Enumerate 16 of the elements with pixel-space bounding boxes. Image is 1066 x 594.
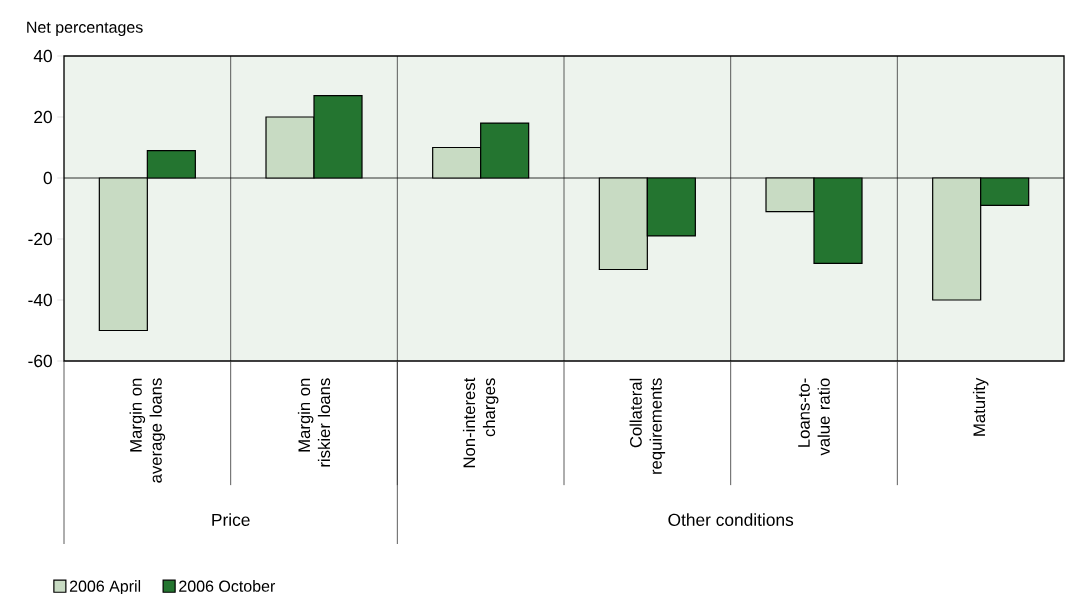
y-tick-label: -20 [28, 232, 52, 246]
x-tick-label: Margin on riskier loans [297, 378, 331, 467]
y-tick-label: 0 [43, 171, 52, 185]
x-tick-label: Collateral requirements [629, 378, 666, 474]
y-tick-label: 40 [33, 49, 52, 63]
y-tick-label: -60 [28, 354, 52, 368]
y-axis-title: Net percentages [27, 21, 143, 37]
text: Price [212, 513, 250, 526]
legend-label: 2006 October [179, 580, 276, 592]
text: Other conditions [668, 513, 794, 526]
x-tick-label: Loans-to-value ratio [798, 378, 830, 456]
x-tick-label: Margin on average loans [129, 378, 166, 483]
y-tick-label: 20 [34, 110, 52, 124]
x-tick-label: Maturity [972, 377, 989, 436]
x-tick-label: Non-interest charges [462, 377, 499, 468]
y-tick-label: -40 [28, 293, 52, 307]
